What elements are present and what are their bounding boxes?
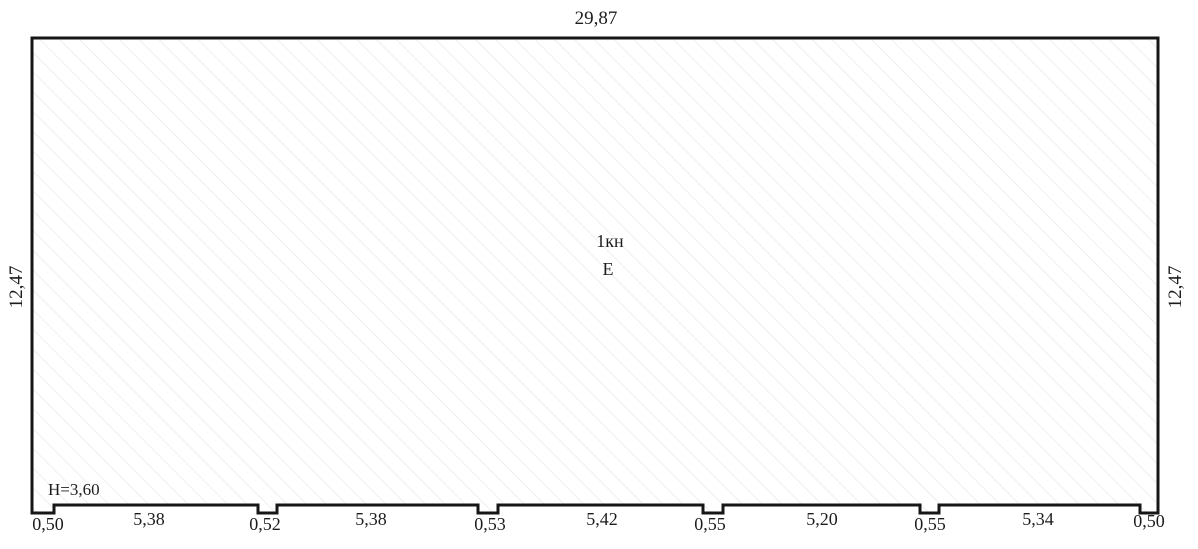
right-wall-height: 12,47 bbox=[1165, 266, 1186, 309]
room-code: 1кн bbox=[596, 231, 624, 251]
room-outline bbox=[30, 36, 1160, 515]
notch-width-label: 0,53 bbox=[474, 514, 506, 534]
notch-width-label: 0,52 bbox=[249, 514, 281, 534]
left-wall-height: 12,47 bbox=[6, 266, 27, 309]
top-wall-length: 29,87 bbox=[575, 8, 618, 29]
notch-width-label: 0,50 bbox=[1133, 511, 1165, 531]
notch-width-label: 0,55 bbox=[694, 514, 726, 534]
ceiling-height: H=3,60 bbox=[48, 480, 100, 499]
room-area-hatch bbox=[32, 38, 1158, 513]
bottom-wall-dimensions: 0,50 5,38 0,52 5,38 0,53 5,42 0,55 5,20 0,55 5,34… bbox=[32, 509, 1165, 534]
notch-width-label: 0,55 bbox=[914, 514, 946, 534]
wall-segment-label: 5,20 bbox=[806, 509, 838, 529]
room-letter: Е bbox=[603, 259, 614, 279]
wall-segment-label: 5,42 bbox=[586, 509, 618, 529]
wall-segment-label: 5,38 bbox=[133, 509, 165, 529]
wall-segment-label: 5,34 bbox=[1022, 509, 1054, 529]
notch-width-label: 0,50 bbox=[32, 514, 64, 534]
wall-segment-label: 5,38 bbox=[355, 509, 387, 529]
